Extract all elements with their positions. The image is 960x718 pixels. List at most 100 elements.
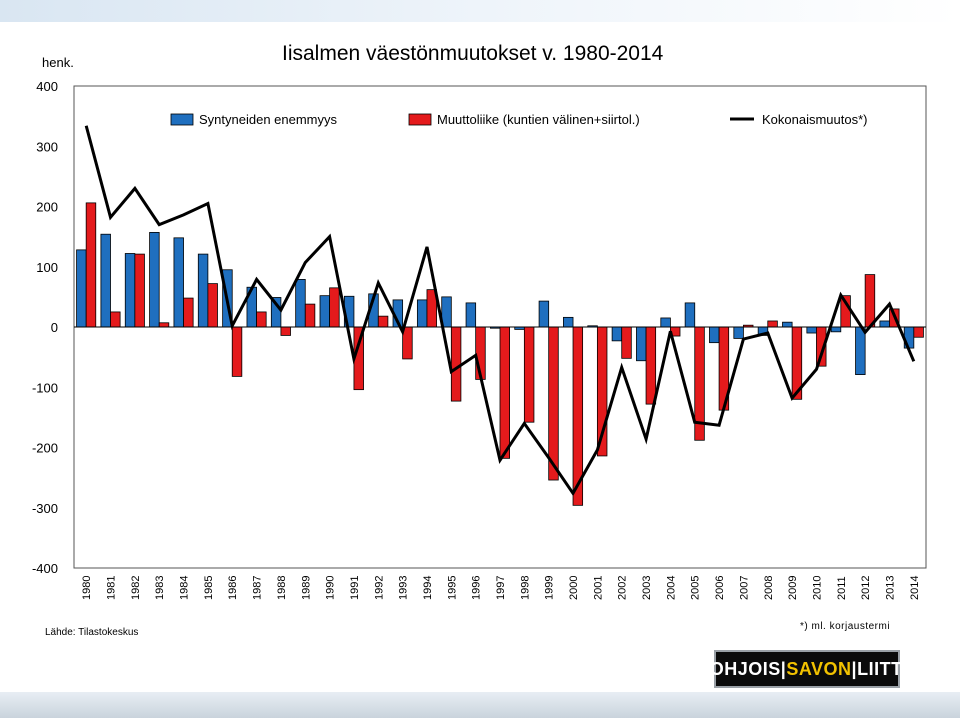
bar-migration [621,326,632,359]
x-tick-label: 2014 [909,576,921,600]
x-tick-label: 1990 [325,576,337,600]
bar-births [830,326,842,333]
source-note: Lähde: Tilastokeskus [45,627,139,638]
bar-births [416,299,428,328]
x-tick-label: 1986 [227,576,239,600]
y-tick-label: 200 [36,200,58,215]
bar-births [538,300,550,328]
total-change-line [84,125,916,497]
bar-births [197,253,209,328]
bar-births [149,232,160,328]
footer-band [0,692,960,718]
x-tick-label: 2013 [884,576,896,600]
x-tick-label: 2008 [763,576,775,600]
x-tick-label: 1999 [544,576,556,600]
x-axis-ticks: 1980 1981 1982 1983 1984 1985 1986 1987 1988 1989… [81,576,921,600]
y-tick-label: 400 [36,79,58,94]
y-tick-label: 0 [51,320,58,335]
bar-migration [499,326,511,459]
bar-migration [523,326,535,423]
bar-migration [548,326,559,481]
bar-births [709,326,720,344]
pohjois-savon-liitto-logo: POHJOIS | SAVON | LIITTO [697,650,916,688]
x-tick-label: 1980 [81,576,93,600]
x-tick-label: 1991 [349,576,361,600]
bar-migration [450,326,462,402]
y-tick-label: -200 [32,441,58,456]
bar-births [295,279,306,328]
x-tick-label: 1998 [519,576,531,600]
x-tick-label: 1988 [276,576,288,600]
bar-births [465,302,477,328]
chart-title: Iisalmen väestönmuutokset v. 1980-2014 [282,42,664,65]
bar-migration [231,326,243,377]
bar-births [563,316,574,328]
x-tick-label: 1989 [300,576,312,600]
x-tick-label: 2000 [568,576,580,600]
x-tick-label: 2004 [665,576,677,600]
x-tick-label: 1992 [373,576,385,600]
x-tick-label: 1981 [106,576,118,600]
x-tick-label: 1982 [130,576,142,600]
bar-migration [329,287,340,328]
x-tick-label: 2005 [690,576,702,600]
bar-migration [304,303,316,328]
logo-divider-2: | [851,658,858,679]
bar-births [684,302,696,328]
legend-swatch-migration [408,113,432,126]
header-band [0,0,960,22]
legend-swatch-births [170,113,194,126]
bar-migration [256,311,267,328]
y-tick-label: -300 [32,501,58,516]
x-tick-label: 1985 [203,576,215,600]
x-tick-label: 1983 [154,576,166,600]
bar-migration [645,326,657,405]
y-tick-label: 100 [36,260,58,275]
legend-label-total: Kokonaismuutos*) [762,112,868,127]
x-tick-label: 2012 [860,576,872,600]
logo-part-1: POHJOIS [697,658,781,679]
legend: Syntyneiden enemmyys Muuttoliike (kuntie… [170,112,868,127]
bar-births [76,249,87,328]
bar-migration [110,311,121,328]
x-tick-label: 1994 [422,576,434,600]
bar-births [124,253,136,328]
y-tick-label: -400 [32,561,58,576]
x-tick-label: 1997 [495,576,507,600]
bar-migration [134,253,145,328]
bar-births [806,326,817,334]
bar-births [733,326,744,339]
y-axis-ticks: -400 -300 -200 -100 0 100 200 300 400 [32,79,58,576]
y-tick-label: 300 [36,139,58,154]
logo-part-3: LIITTO [857,658,917,679]
x-tick-label: 2009 [787,576,799,600]
x-tick-label: 1995 [446,576,458,600]
x-tick-label: 2003 [641,576,653,600]
y-tick-label: -100 [32,380,58,395]
x-tick-label: 2011 [836,576,848,600]
x-tick-label: 1993 [398,576,410,600]
x-tick-label: 2002 [617,576,629,600]
logo-divider-1: | [780,658,787,679]
legend-label-births: Syntyneiden enemmyys [199,112,338,127]
bar-births [611,326,623,342]
bar-births [319,295,331,328]
unit-label: henk. [42,55,74,70]
bar-migration [913,326,924,338]
x-tick-label: 2006 [714,576,726,600]
bar-births [636,326,647,362]
legend-label-migration: Muuttoliike (kuntien välinen+siirtol.) [437,112,640,127]
bar-migration [85,202,97,328]
bar-births [879,320,890,328]
footnote: *) ml. korjaustermi [800,621,891,632]
bar-births [660,317,671,328]
bar-migration [183,297,194,328]
bar-births [100,233,111,328]
bar-migration [767,320,778,328]
x-tick-label: 2010 [811,576,823,600]
x-tick-label: 2001 [592,576,604,600]
x-tick-label: 1987 [252,576,264,600]
bar-births [782,321,793,328]
bar-births [173,237,184,328]
